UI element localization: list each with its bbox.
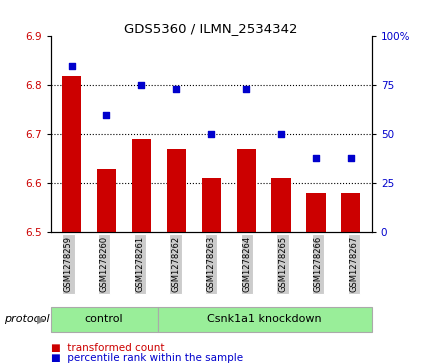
Text: GSM1278259: GSM1278259 — [64, 236, 73, 292]
Text: GSM1278266: GSM1278266 — [314, 236, 323, 292]
Bar — [237, 149, 256, 232]
Point — [173, 86, 180, 92]
Point — [278, 131, 285, 137]
Text: Csnk1a1 knockdown: Csnk1a1 knockdown — [207, 314, 322, 325]
Title: GDS5360 / ILMN_2534342: GDS5360 / ILMN_2534342 — [125, 22, 298, 35]
Text: GSM1278265: GSM1278265 — [278, 236, 287, 292]
FancyBboxPatch shape — [51, 307, 158, 332]
Text: GSM1278261: GSM1278261 — [136, 236, 144, 292]
Text: GSM1278260: GSM1278260 — [99, 236, 109, 292]
Text: ▶: ▶ — [37, 314, 45, 325]
Text: ■  percentile rank within the sample: ■ percentile rank within the sample — [51, 352, 243, 363]
Text: GSM1278262: GSM1278262 — [171, 236, 180, 292]
Point — [312, 155, 319, 161]
Bar — [132, 139, 151, 232]
Point — [242, 86, 249, 92]
Point — [138, 82, 145, 88]
Bar — [341, 193, 360, 232]
Bar — [306, 193, 326, 232]
Point — [103, 112, 110, 118]
Bar — [202, 179, 221, 232]
Bar — [97, 169, 116, 232]
Bar — [167, 149, 186, 232]
Point — [68, 63, 75, 69]
Text: GSM1278264: GSM1278264 — [242, 236, 251, 292]
FancyBboxPatch shape — [158, 307, 372, 332]
Text: GSM1278267: GSM1278267 — [349, 236, 359, 292]
Bar — [271, 179, 291, 232]
Text: protocol: protocol — [4, 314, 50, 325]
Text: GSM1278263: GSM1278263 — [207, 236, 216, 292]
Text: ■  transformed count: ■ transformed count — [51, 343, 164, 353]
Point — [347, 155, 354, 161]
Bar — [62, 76, 81, 232]
Text: control: control — [85, 314, 124, 325]
Point — [208, 131, 215, 137]
